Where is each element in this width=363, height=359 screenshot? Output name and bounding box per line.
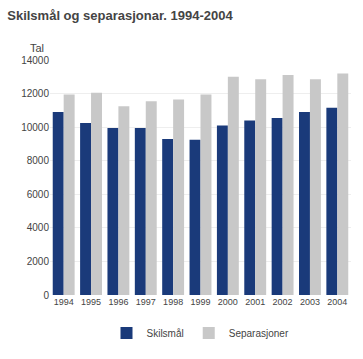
svg-text:1998: 1998: [163, 297, 183, 307]
svg-text:2002: 2002: [273, 297, 293, 307]
svg-text:12000: 12000: [21, 88, 49, 99]
svg-text:14000: 14000: [21, 55, 49, 66]
svg-text:2001: 2001: [245, 297, 265, 307]
svg-text:2004: 2004: [327, 297, 347, 307]
svg-text:2000: 2000: [27, 256, 50, 267]
svg-text:1995: 1995: [81, 297, 101, 307]
svg-text:1997: 1997: [136, 297, 156, 307]
svg-text:Skilsmål og separasjonar. 1994: Skilsmål og separasjonar. 1994-2004: [7, 8, 233, 23]
svg-text:4000: 4000: [27, 222, 50, 233]
svg-text:6000: 6000: [27, 189, 50, 200]
svg-text:Tal: Tal: [30, 42, 44, 54]
svg-text:1996: 1996: [108, 297, 128, 307]
svg-text:2003: 2003: [300, 297, 320, 307]
svg-text:0: 0: [43, 290, 49, 301]
svg-text:10000: 10000: [21, 122, 49, 133]
svg-text:8000: 8000: [27, 155, 50, 166]
svg-text:Skilsmål: Skilsmål: [147, 328, 184, 339]
svg-text:1994: 1994: [54, 297, 74, 307]
svg-text:Separasjoner: Separasjoner: [229, 328, 289, 339]
svg-text:1999: 1999: [190, 297, 210, 307]
svg-text:2000: 2000: [218, 297, 238, 307]
